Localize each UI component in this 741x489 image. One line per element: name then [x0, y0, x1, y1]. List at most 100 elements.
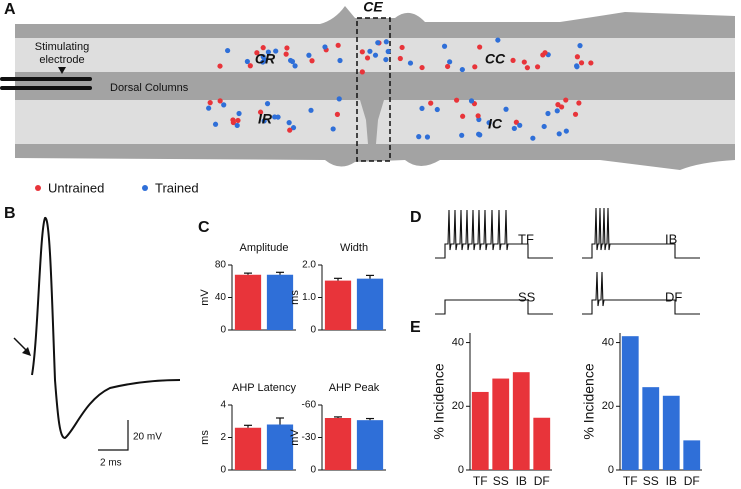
neuron-dot	[524, 65, 530, 71]
neuron-dot	[335, 42, 341, 48]
region-label: IC	[488, 116, 503, 132]
neuron-dot	[434, 106, 440, 113]
region-label: CR	[255, 51, 276, 67]
neuron-dot	[225, 47, 231, 54]
y-tick-label: 2.0	[302, 260, 316, 271]
legend-swatch	[142, 185, 148, 191]
neuron-dot	[372, 52, 379, 58]
columns-label: Dorsal Columns	[110, 82, 189, 94]
neuron-dot	[407, 60, 414, 66]
chart-title: AHP Peak	[329, 382, 380, 394]
bar	[356, 278, 384, 330]
neuron-dot	[447, 59, 453, 65]
neuron-dot	[399, 44, 405, 51]
neuron-dot	[234, 122, 240, 129]
bar	[266, 274, 294, 330]
neuron-dot	[472, 64, 478, 70]
neuron-dot	[330, 126, 336, 132]
neuron-dot	[576, 100, 582, 106]
neuron-dot	[367, 48, 373, 54]
neuron-dot	[217, 63, 223, 69]
bar	[234, 427, 262, 470]
bar	[683, 440, 701, 470]
neuron-dot	[460, 113, 466, 119]
y-tick-label: 0	[220, 325, 226, 336]
neuron-dot	[468, 98, 475, 104]
neuron-dot	[260, 54, 266, 60]
neuron-dot	[510, 57, 516, 63]
neuron-dot	[424, 134, 431, 140]
firing-trace	[435, 209, 553, 259]
neuron-dot	[364, 55, 371, 61]
legend-swatch	[35, 185, 41, 191]
chart-title: Width	[340, 242, 368, 254]
scale-label: 2 ms	[100, 458, 122, 469]
bar	[266, 424, 294, 470]
y-axis-label: % Incidence	[431, 363, 447, 439]
y-tick-label: 4	[220, 400, 226, 411]
electrode-label: electrode	[39, 54, 84, 66]
x-tick-label: DF	[684, 474, 700, 488]
bar	[356, 420, 384, 470]
panel-label: C	[198, 219, 210, 236]
panel-label: B	[4, 205, 16, 222]
bar	[324, 280, 352, 330]
firing-trace	[435, 299, 553, 315]
chart-title: Amplitude	[240, 242, 289, 254]
neuron-dot	[334, 111, 341, 117]
y-axis-label: ms	[199, 430, 211, 445]
neuron-dot	[445, 63, 451, 70]
neuron-dot	[289, 58, 296, 65]
bar	[533, 417, 551, 470]
neuron-dot	[308, 107, 314, 113]
neuron-dot	[475, 113, 481, 119]
neuron-dot	[337, 57, 343, 64]
neuron-dot	[416, 134, 422, 140]
neuron-dot	[359, 49, 365, 55]
neuron-dot	[495, 37, 501, 43]
y-tick-label: 0	[310, 465, 316, 476]
neuron-dot	[244, 58, 250, 65]
bar	[662, 395, 680, 470]
neuron-dot	[428, 100, 434, 106]
ce-box	[356, 17, 391, 162]
neuron-dot	[574, 63, 580, 69]
neuron-dot	[309, 58, 315, 64]
neuron-dot	[206, 105, 212, 111]
neuron-dot	[265, 49, 271, 55]
neuron-dot	[541, 123, 547, 130]
neuron-dot	[336, 96, 342, 102]
x-tick-label: DF	[534, 474, 550, 488]
panel-label: E	[410, 319, 421, 336]
neuron-dot	[257, 109, 264, 115]
neuron-dot	[511, 125, 517, 132]
y-tick-label: 2	[220, 432, 226, 443]
neuron-dot	[513, 119, 519, 125]
y-tick-label: 40	[215, 292, 227, 303]
neuron-dot	[275, 114, 281, 120]
region-label: CE	[363, 0, 383, 15]
neuron-dot	[283, 51, 289, 57]
y-axis-label: mV	[199, 289, 211, 306]
neuron-dot	[486, 120, 492, 126]
y-tick-label: 20	[602, 400, 614, 412]
y-tick-label: 0	[458, 464, 464, 476]
neuron-dot	[397, 55, 403, 62]
x-tick-label: TF	[473, 474, 488, 488]
neuron-dot	[286, 120, 292, 126]
neuron-dot	[359, 69, 365, 75]
bar	[492, 378, 510, 470]
y-tick-label: 40	[602, 336, 614, 348]
neuron-dot	[563, 128, 569, 134]
x-tick-label: SS	[643, 474, 659, 488]
neuron-dot	[477, 132, 483, 138]
y-axis-label: ms	[289, 290, 301, 305]
neuron-dot	[542, 50, 548, 56]
neuron-dot	[292, 63, 298, 69]
y-axis-label: mV	[289, 429, 301, 446]
y-tick-label: -60	[302, 400, 317, 411]
bar	[324, 418, 352, 470]
neuron-dot	[517, 122, 523, 128]
neuron-dot	[375, 40, 381, 46]
y-tick-label: 40	[452, 336, 464, 348]
